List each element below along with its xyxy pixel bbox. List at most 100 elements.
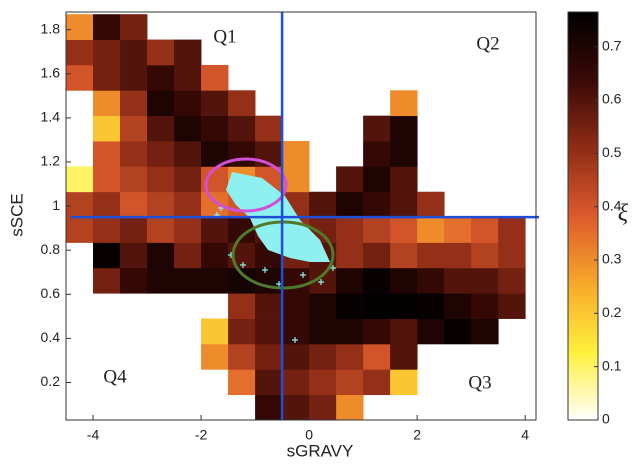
colorbar-tick-label: 0.4 <box>602 197 622 213</box>
cell <box>336 293 364 319</box>
cell <box>174 267 202 294</box>
cell <box>120 217 148 243</box>
cell <box>174 39 202 66</box>
cell <box>228 115 256 142</box>
x-tick-label: 4 <box>521 427 529 443</box>
cell <box>201 115 229 142</box>
cell <box>336 267 364 294</box>
quadrant-label: Q2 <box>476 33 499 54</box>
cell <box>471 267 499 294</box>
x-tick-label: -4 <box>87 427 100 443</box>
cell <box>174 115 202 142</box>
quadrant-label: Q4 <box>103 366 127 387</box>
cell <box>417 267 445 294</box>
colorbar-label: ξ <box>618 201 629 227</box>
y-tick-label: 1.4 <box>41 109 61 125</box>
cell <box>390 90 418 117</box>
cell <box>390 141 418 167</box>
cell <box>255 267 283 294</box>
cell <box>93 267 121 294</box>
colorbar-tick-label: 0.6 <box>602 91 622 107</box>
cell <box>147 217 175 243</box>
quadrant-label: Q1 <box>213 26 236 47</box>
cell <box>93 39 121 66</box>
cell <box>147 64 175 91</box>
cell <box>390 242 418 269</box>
cell <box>471 318 499 345</box>
x-tick-label: -2 <box>195 427 208 443</box>
cell <box>120 242 148 269</box>
y-tick-label: 0.2 <box>41 373 61 389</box>
cell <box>390 166 418 193</box>
cell <box>174 64 202 91</box>
cell <box>363 293 391 319</box>
cell <box>417 318 445 345</box>
cell <box>66 64 94 91</box>
cell <box>417 242 445 269</box>
colorbar-tick-label: 0.3 <box>602 251 622 267</box>
cell <box>417 217 445 243</box>
cell <box>120 39 148 66</box>
ellipse <box>204 157 288 213</box>
cell <box>255 318 283 345</box>
colorbar-tick-label: 0.1 <box>602 357 622 373</box>
x-tick-label: 2 <box>413 427 421 443</box>
cell <box>498 242 526 269</box>
cell <box>93 191 121 218</box>
plot-frame <box>65 11 537 421</box>
cell <box>201 191 229 218</box>
cell <box>471 242 499 269</box>
cell <box>228 343 256 370</box>
cell <box>282 369 310 396</box>
cell <box>471 293 499 319</box>
cell <box>120 14 148 40</box>
cell <box>93 166 121 193</box>
cell <box>66 166 94 193</box>
cell <box>363 115 391 142</box>
cell <box>282 343 310 370</box>
cell <box>444 267 472 294</box>
cell <box>228 90 256 117</box>
cell <box>336 242 364 269</box>
cell <box>93 64 121 91</box>
cell <box>255 394 283 421</box>
cell <box>174 242 202 269</box>
cell <box>93 141 121 167</box>
cell <box>444 318 472 345</box>
cell <box>174 217 202 243</box>
cell <box>363 267 391 294</box>
cell <box>309 293 337 319</box>
cell <box>471 217 499 243</box>
cell <box>390 115 418 142</box>
cell <box>363 343 391 370</box>
cell <box>201 267 229 294</box>
cell <box>282 293 310 319</box>
cell <box>201 318 229 345</box>
cell <box>228 141 256 167</box>
cell <box>417 293 445 319</box>
cell <box>120 141 148 167</box>
colorbar-tick-label: 0.2 <box>602 304 622 320</box>
cell <box>93 217 121 243</box>
cluster-points <box>214 205 336 343</box>
colorbar-tick-label: 0.5 <box>602 144 622 160</box>
cell <box>228 369 256 396</box>
axes: -4 -2 0 2 4 0.2 0.4 0.6 0.8 1 1.2 1.4 1.6 1.8 <box>41 11 539 443</box>
cell <box>201 64 229 91</box>
cell <box>255 343 283 370</box>
quadrant-label: Q3 <box>468 372 491 393</box>
cell <box>201 242 229 269</box>
cell <box>93 242 121 269</box>
cell <box>498 217 526 243</box>
cell <box>363 141 391 167</box>
cell <box>498 293 526 319</box>
cell <box>363 217 391 243</box>
colorbar-tick-label: 0.7 <box>602 37 622 53</box>
cell <box>228 318 256 345</box>
cell <box>147 90 175 117</box>
cell <box>498 267 526 294</box>
cell <box>390 191 418 218</box>
y-tick-label: 0.8 <box>41 241 61 257</box>
cell <box>336 369 364 396</box>
